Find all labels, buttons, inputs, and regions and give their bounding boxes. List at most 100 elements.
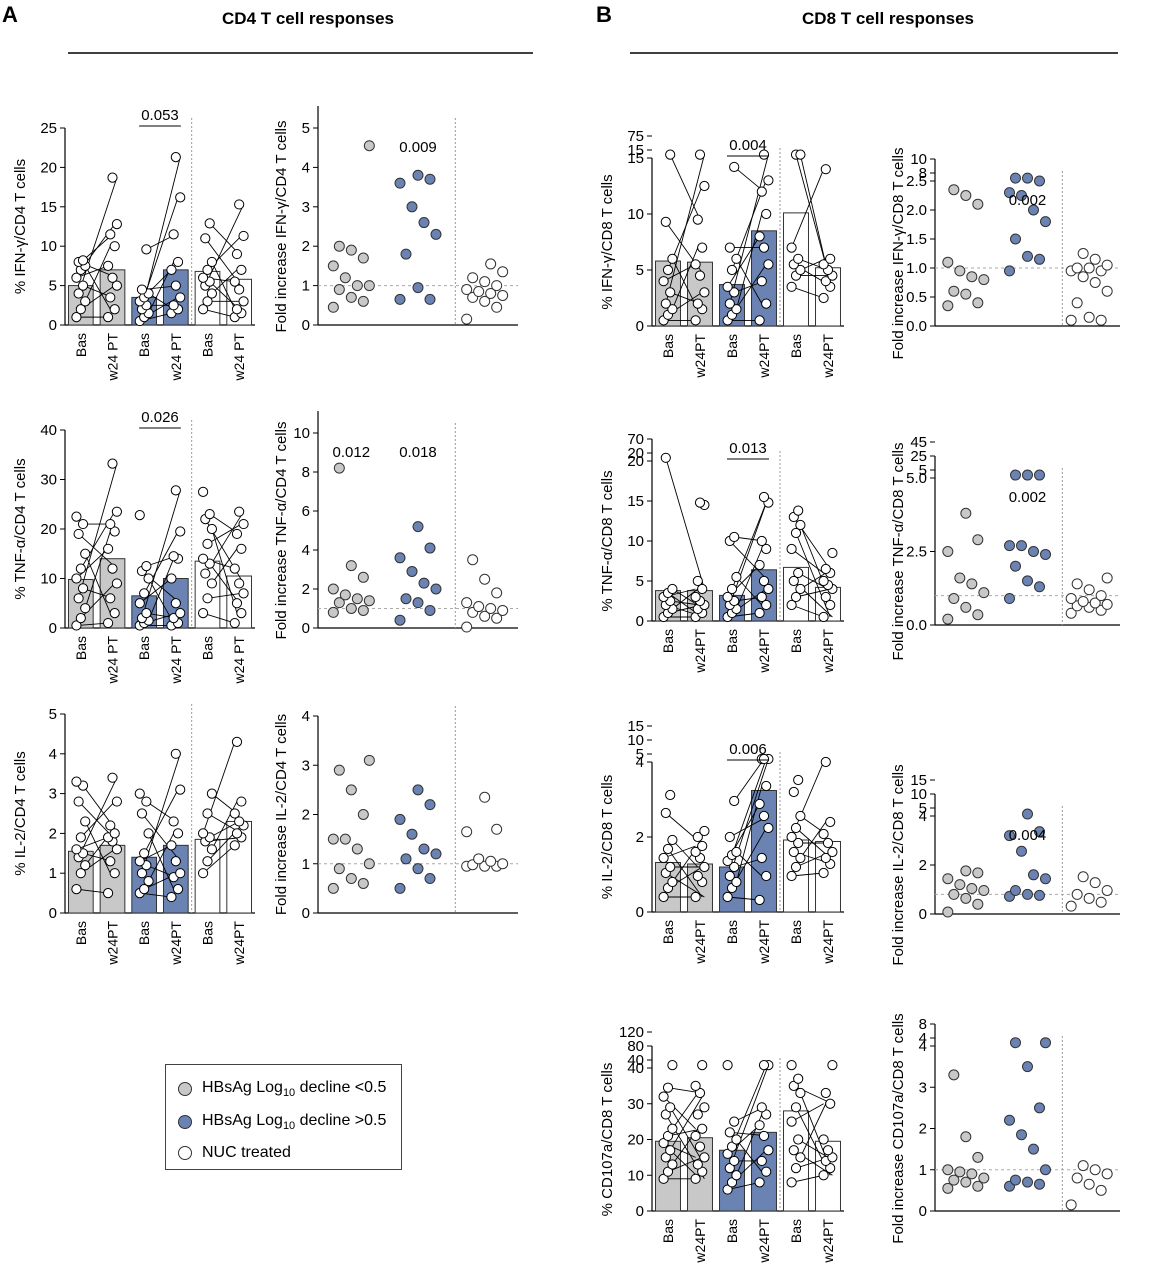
- c5-point-grey: [363, 858, 375, 870]
- c12-pair-line: [797, 1139, 829, 1158]
- c2-point-w24: [229, 563, 240, 574]
- c6-y-tick-label: 10: [627, 206, 644, 223]
- c13-point-grey: [942, 1164, 954, 1176]
- c0-point-w24: [168, 300, 179, 311]
- c12-point-bas: [667, 1159, 678, 1170]
- c5-point-blue: [418, 843, 430, 855]
- c2-pair-line: [148, 558, 175, 621]
- c11-point-white: [1071, 888, 1083, 900]
- c5-y-tick-label: 4: [302, 708, 310, 725]
- c9-point-grey: [954, 572, 966, 584]
- c10-point-bas: [722, 891, 733, 903]
- c8-point-bas: [667, 583, 678, 595]
- c10-pair-line: [663, 845, 696, 859]
- c3-point-blue: [412, 521, 424, 533]
- c10-pair-line: [672, 839, 699, 868]
- c2-point-bas: [71, 511, 82, 522]
- c8-point-w24: [694, 497, 706, 508]
- c13-point-white: [1089, 1164, 1101, 1176]
- c11-point-grey: [972, 867, 984, 879]
- c4-point-bas: [143, 828, 154, 839]
- c2-y-tick-label: 0: [49, 620, 57, 637]
- c6-point-w24: [697, 242, 708, 253]
- c2-point-bas: [73, 528, 84, 540]
- c9-point-blue: [1022, 575, 1033, 587]
- c6-point-bas: [795, 264, 806, 276]
- c2-y-axis-label: % TNF-α/CD4 T cells: [12, 458, 29, 599]
- c0-point-bas: [80, 296, 91, 307]
- c7-point-white: [1101, 259, 1113, 271]
- c1-point-white: [491, 301, 503, 313]
- c1-point-blue: [394, 177, 406, 189]
- c4-point-bas: [206, 844, 217, 855]
- c1-point-blue: [418, 217, 430, 229]
- c12-point-bas: [724, 1127, 735, 1138]
- c12-y-tick-label: 120: [619, 1024, 644, 1041]
- c2-point-bas: [77, 583, 89, 594]
- c5-point-blue: [412, 784, 424, 796]
- c4-point-w24: [103, 888, 114, 899]
- c0-point-bas: [77, 255, 89, 266]
- c4-y-tick-label: 2: [49, 825, 57, 842]
- c12-y-tick-label: 20: [627, 1132, 644, 1149]
- c9-point-grey: [972, 534, 984, 546]
- c2-point-bas: [204, 509, 215, 520]
- c4-pair-line: [141, 813, 181, 862]
- c7-point-grey: [972, 297, 984, 309]
- c10-pair-line: [791, 872, 824, 877]
- c2-y-tick-label: 40: [40, 422, 57, 439]
- c12-point-bas: [795, 1152, 806, 1163]
- c11-y-tick-label: 0: [919, 906, 927, 923]
- c4-point-w24: [109, 828, 120, 839]
- c9-point-blue: [1034, 469, 1045, 481]
- c3-point-grey: [333, 597, 345, 609]
- c2-point-bas: [202, 538, 213, 549]
- c12-point-w24: [763, 1145, 774, 1156]
- c4-point-w24: [111, 844, 123, 855]
- c0-y-tick-label: 5: [49, 278, 57, 295]
- c8-point-bas: [793, 505, 804, 516]
- c9-y-tick-label: 2.5: [906, 544, 927, 561]
- c8-x-tick-label: w24PT: [820, 629, 836, 674]
- c12-point-w24: [758, 1130, 770, 1142]
- c1-p-value: 0.009: [399, 139, 437, 156]
- c10-point-w24: [690, 846, 701, 858]
- c12-point-w24: [758, 1060, 770, 1071]
- c10-point-bas: [788, 846, 799, 858]
- c8-point-bas: [722, 591, 733, 603]
- c13-point-white: [1101, 1168, 1113, 1180]
- c10-p-value: 0.006: [729, 741, 767, 758]
- c12-x-tick-label: w24PT: [756, 1219, 772, 1264]
- c10-pair-line: [733, 758, 765, 802]
- c0-point-w24: [175, 292, 186, 303]
- c8-y-tick-label: 20: [627, 453, 644, 470]
- c10-point-bas: [786, 831, 797, 843]
- c12-point-bas: [786, 1116, 797, 1127]
- c6-point-w24: [692, 214, 703, 225]
- c8-point-w24: [825, 599, 836, 611]
- c6-x-tick-label: Bas: [788, 334, 804, 358]
- c0-y-tick-label: 15: [40, 199, 57, 216]
- c5-point-white: [473, 853, 485, 865]
- c10-point-bas: [790, 822, 802, 834]
- c2-point-w24: [175, 526, 186, 537]
- c10-x-tick-label: w24PT: [820, 920, 836, 965]
- c2-point-bas: [206, 523, 217, 535]
- c12-y-tick-label: 40: [627, 1060, 644, 1077]
- c6-pair-line: [671, 247, 699, 310]
- c12-point-w24: [820, 1087, 831, 1099]
- c12-point-bas: [790, 1102, 802, 1113]
- c9-point-white: [1095, 590, 1107, 602]
- c4-point-w24: [172, 828, 184, 839]
- c0-point-w24: [234, 284, 245, 295]
- c0-point-bas: [141, 244, 152, 255]
- c4-x-tick-label: w24PT: [231, 921, 247, 966]
- c12-point-bas: [667, 1123, 678, 1134]
- c1-point-white: [485, 287, 497, 299]
- c2-pair-line: [78, 463, 118, 599]
- c4-point-w24: [234, 816, 245, 827]
- c1-point-white: [473, 286, 485, 298]
- c10-point-bas: [667, 876, 678, 888]
- c8-point-w24: [756, 535, 767, 547]
